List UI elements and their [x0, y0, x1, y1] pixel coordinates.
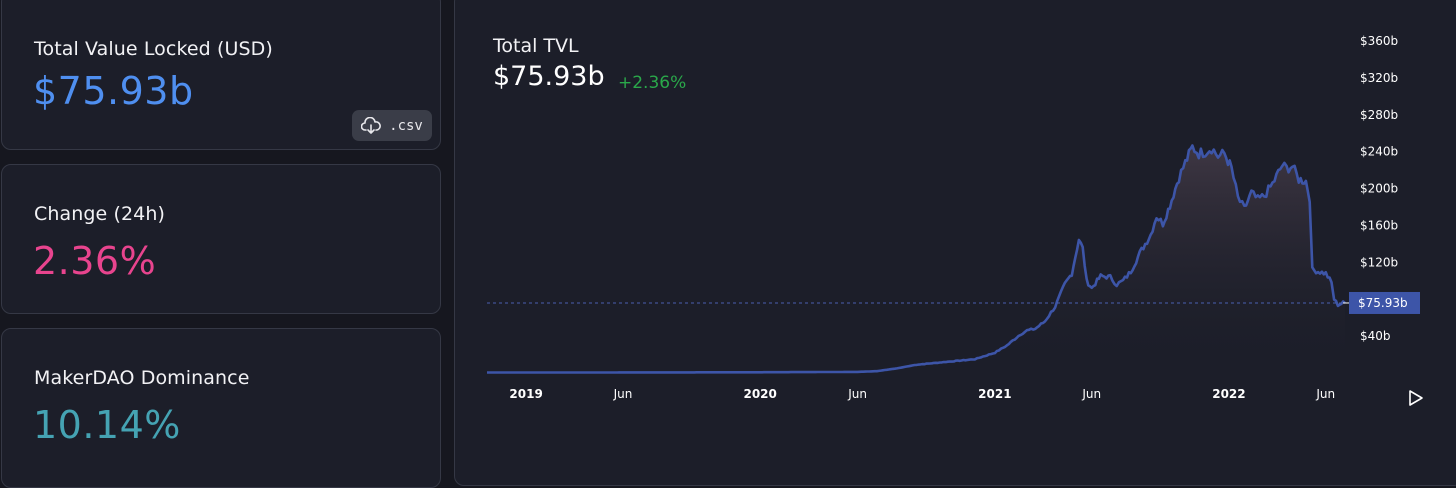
- dominance-card: MakerDAO Dominance 10.14%: [1, 328, 441, 488]
- change-label: Change (24h): [34, 203, 166, 225]
- tvl-chart-card: $40b $120b $160b $200b $240b $280b $320b $360b $…: [454, 0, 1456, 486]
- y-tick-label: $40b: [1360, 329, 1391, 343]
- play-icon[interactable]: [1409, 390, 1423, 406]
- x-tick-label: 2019: [509, 387, 542, 401]
- change-value: 2.36%: [33, 239, 157, 283]
- x-tick-label: 2020: [743, 387, 776, 401]
- tvl-card: Total Value Locked (USD) $75.93b .csv: [1, 0, 441, 150]
- chart-value: $75.93b: [493, 61, 605, 92]
- y-tick-label: $160b: [1360, 218, 1398, 232]
- x-tick-label: 2022: [1212, 387, 1245, 401]
- change-card: Change (24h) 2.36%: [1, 164, 441, 314]
- tvl-line: [487, 144, 1346, 374]
- y-tick-label: $240b: [1360, 145, 1398, 159]
- current-value-label: $75.93b: [1358, 296, 1408, 310]
- tvl-value: $75.93b: [33, 69, 194, 113]
- y-tick-label: $320b: [1360, 71, 1398, 85]
- x-tick-label: Jun: [1081, 387, 1101, 401]
- tvl-area: [487, 145, 1345, 373]
- tvl-label: Total Value Locked (USD): [34, 38, 273, 60]
- x-tick-label: Jun: [613, 387, 633, 401]
- dominance-value: 10.14%: [33, 403, 181, 447]
- tvl-chart[interactable]: $40b $120b $160b $200b $240b $280b $320b $360b $…: [455, 0, 1455, 473]
- y-tick-label: $200b: [1360, 182, 1398, 196]
- chart-title: Total TVL: [493, 35, 579, 57]
- x-tick-label: Jun: [847, 387, 867, 401]
- y-tick-label: $280b: [1360, 108, 1398, 122]
- y-tick-label: $360b: [1360, 34, 1398, 48]
- dominance-label: MakerDAO Dominance: [34, 367, 250, 389]
- csv-download-button[interactable]: .csv: [352, 110, 432, 141]
- y-tick-label: $120b: [1360, 255, 1398, 269]
- x-tick-label: Jun: [1315, 387, 1335, 401]
- cloud-download-icon: [361, 116, 382, 135]
- current-value-marker: [1349, 291, 1420, 314]
- chart-change: +2.36%: [618, 73, 687, 93]
- x-tick-label: 2021: [978, 387, 1011, 401]
- csv-button-label: .csv: [389, 117, 423, 134]
